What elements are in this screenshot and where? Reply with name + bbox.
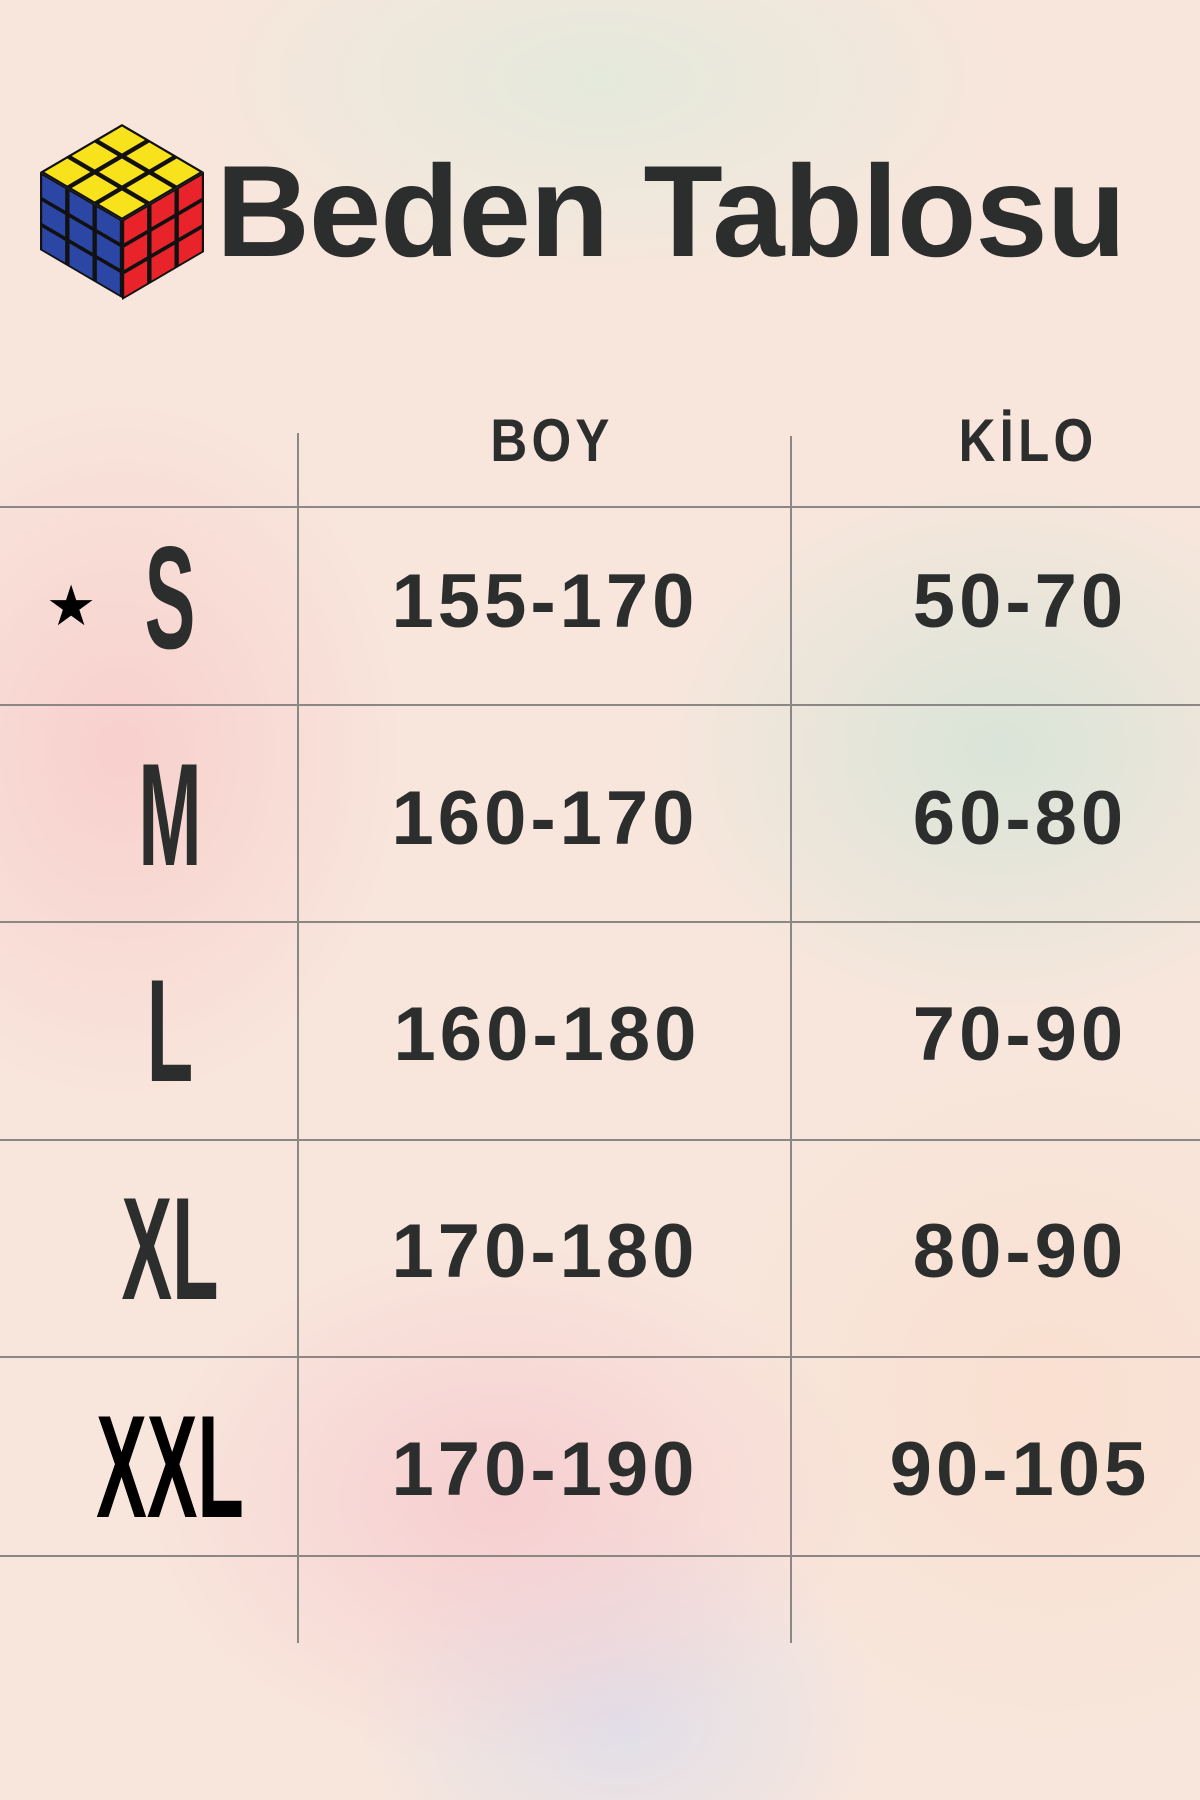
kilo-value: 70-90	[912, 992, 1128, 1077]
cube-sticker	[96, 259, 120, 295]
cube-sticker	[44, 158, 91, 186]
kilo-value: 90-105	[889, 1427, 1151, 1512]
cube-sticker	[42, 201, 66, 237]
cube-sticker	[71, 142, 118, 170]
header-kilo: KİLO	[958, 407, 1098, 474]
cube-sticker	[69, 191, 93, 227]
cube-sticker	[151, 244, 175, 281]
kilo-value: 60-80	[912, 776, 1128, 861]
row-divider	[0, 921, 1200, 923]
cube-sticker	[99, 190, 145, 218]
cube-sticker	[126, 174, 173, 202]
column-divider	[790, 436, 792, 1643]
size-label: S	[144, 516, 196, 679]
column-divider	[297, 433, 299, 1643]
cube-sticker	[124, 260, 148, 297]
size-label: XXL	[96, 1385, 244, 1548]
row-divider	[0, 1139, 1200, 1141]
header-boy: BOY	[490, 407, 614, 474]
cube-sticker	[99, 126, 145, 154]
row-divider	[0, 1356, 1200, 1358]
boy-value: 160-180	[393, 992, 701, 1077]
boy-value: 170-190	[391, 1427, 699, 1512]
boy-value: 155-170	[391, 559, 699, 644]
cube-sticker	[126, 142, 173, 170]
star-icon: ★	[46, 574, 97, 637]
cube-sticker	[96, 207, 120, 243]
row-divider	[0, 704, 1200, 706]
size-label: M	[138, 733, 202, 896]
cube-sticker	[99, 158, 145, 186]
kilo-value: 50-70	[912, 559, 1128, 644]
boy-value: 160-170	[391, 776, 699, 861]
cube-sticker	[178, 228, 202, 265]
cube-sticker	[124, 207, 148, 244]
row-divider	[0, 1555, 1200, 1557]
cube-sticker	[71, 174, 118, 202]
cube-sticker	[42, 227, 66, 263]
row-divider	[0, 506, 1200, 508]
cube-sticker	[69, 243, 93, 279]
cube-sticker	[178, 175, 202, 212]
cube-sticker	[69, 217, 93, 253]
size-label: L	[146, 949, 194, 1112]
cube-sticker	[153, 158, 200, 186]
cube-sticker	[151, 218, 175, 254]
cube-sticker	[178, 202, 202, 238]
cube-sticker	[96, 233, 120, 269]
cube-sticker	[42, 175, 66, 211]
cube-sticker	[124, 234, 148, 270]
kilo-value: 80-90	[912, 1209, 1128, 1294]
boy-value: 170-180	[391, 1209, 699, 1294]
rubiks-cube-icon	[40, 124, 204, 300]
page-title: Beden Tablosu	[216, 138, 1126, 284]
size-label: XL	[121, 1167, 219, 1330]
cube-sticker	[151, 191, 175, 228]
